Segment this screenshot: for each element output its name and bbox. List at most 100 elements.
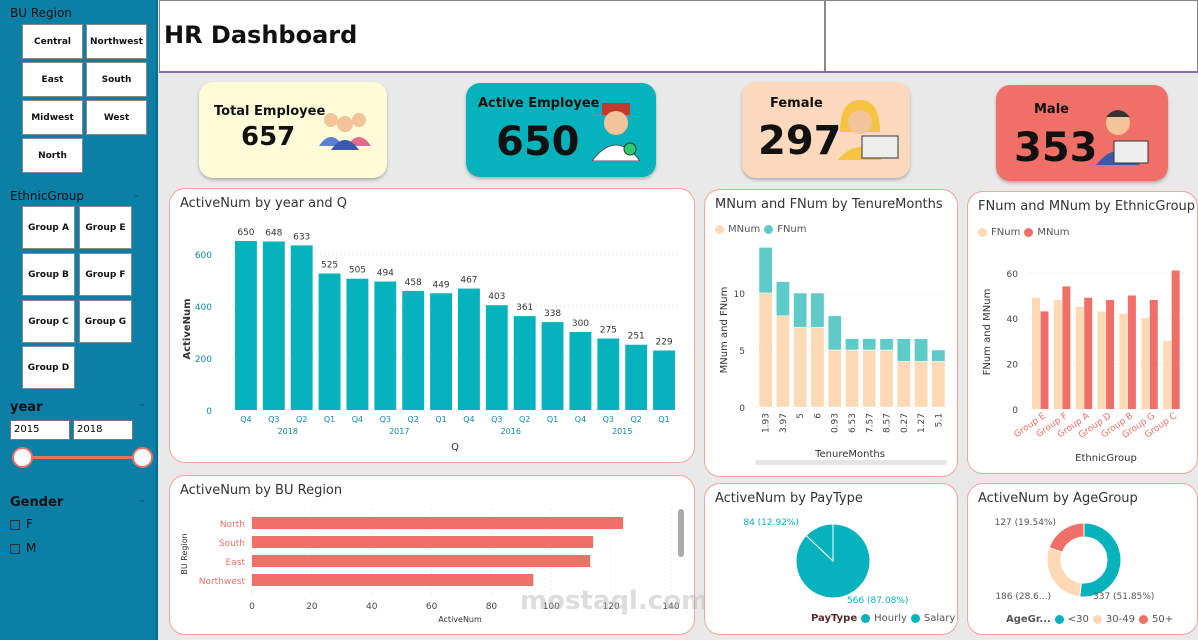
horizontal-scrollbar[interactable] [755, 460, 947, 465]
vertical-scrollbar[interactable] [678, 509, 684, 557]
ethnic-group-a-button[interactable]: Group A [22, 206, 75, 249]
x-tick-label: 0 [249, 602, 255, 612]
data-label: 300 [572, 319, 589, 329]
y-tick-label: East [226, 558, 246, 568]
kpi-total-employee: Total Employee 657 [199, 82, 387, 178]
ethnic-group-f-button[interactable]: Group F [79, 253, 132, 296]
bar [625, 344, 648, 410]
y-tick-label: South [219, 539, 245, 549]
bar-mnum [776, 315, 790, 408]
chevron-down-icon[interactable]: ⌄ [138, 398, 147, 409]
x-tick-label: Q3 [491, 415, 502, 424]
x-tick-label: Q3 [603, 415, 614, 424]
year-to-input[interactable]: 2018 [73, 420, 133, 440]
agegroup-chart-card: ActiveNum by AgeGroup 337 (51.85%) 186 (2… [967, 483, 1198, 635]
x-tick-label: 60 [426, 602, 438, 612]
bar [597, 338, 620, 410]
data-label: 566 (87.08%) [847, 596, 908, 606]
chevron-down-icon[interactable]: ⌄ [132, 189, 141, 200]
page-title: HR Dashboard [164, 21, 358, 49]
legend-mnum: MNum [1037, 227, 1070, 238]
bu-north-button[interactable]: North [22, 138, 83, 173]
bar [485, 305, 508, 410]
gender-m-checkbox[interactable]: M [10, 541, 36, 555]
header-right-panel [825, 0, 1198, 72]
bu-region-label: BU Region [10, 6, 72, 20]
bar [402, 290, 425, 410]
x-tick-label: 6.53 [848, 413, 858, 433]
bar-mnum [1149, 300, 1158, 409]
data-label: 127 (19.54%) [995, 518, 1056, 528]
data-label: 633 [293, 232, 310, 242]
bu-south-button[interactable]: South [86, 62, 147, 97]
legend-30-49: 30-49 [1105, 614, 1135, 625]
x-tick-label: 7.57 [865, 413, 875, 433]
slice-50+ [1048, 522, 1085, 553]
group-label: 2018 [278, 427, 298, 436]
bu-northwest-button[interactable]: Northwest [86, 24, 147, 59]
bar-mnum [914, 361, 928, 408]
bar [541, 322, 564, 410]
bar-fnum [776, 281, 790, 317]
bar-fnum [931, 349, 946, 362]
paytype-chart-card: ActiveNum by PayType 84 (12.92%) 566 (87.… [704, 483, 958, 635]
bu-region-chart: 0 20 40 60 80 100 120 140 North South East Northwes… [180, 509, 680, 624]
x-tick-label: 6 [813, 413, 823, 419]
kpi-active-employee: Active Employee 650 [466, 83, 656, 177]
y-tick-label: 0 [1012, 406, 1018, 416]
ethnic-group-d-button[interactable]: Group D [22, 346, 75, 389]
x-tick-label: 0.27 [900, 413, 910, 433]
ethnic-group-e-button[interactable]: Group E [79, 206, 132, 249]
paytype-chart: 84 (12.92%) 566 (87.08%) [743, 518, 908, 606]
ethnic-group-b-button[interactable]: Group B [22, 253, 75, 296]
x-tick-label: Q4 [240, 415, 251, 424]
chart-legend: PayType Hourly Salary [811, 613, 955, 624]
bar [235, 241, 257, 410]
legend-mnum: MNum [728, 224, 761, 235]
doctor-icon [591, 103, 641, 161]
legend-under30: <30 [1067, 614, 1089, 625]
kpi-female: Female 297 [742, 82, 910, 178]
ethnic-group-g-button[interactable]: Group G [79, 300, 132, 343]
data-label: 449 [432, 280, 449, 290]
year-slider-track[interactable] [22, 456, 142, 459]
ethnic-group-c-button[interactable]: Group C [22, 300, 75, 343]
chart-title: ActiveNum by AgeGroup [978, 491, 1138, 506]
y-axis-title: ActiveNum [182, 298, 193, 359]
legend-50plus: 50+ [1151, 614, 1174, 625]
year-from-input[interactable]: 2015 [10, 420, 70, 440]
y-tick-label: 20 [1007, 361, 1019, 371]
bar [252, 517, 624, 529]
kpi-label: Total Employee [214, 104, 326, 119]
legend-salary: Salary [923, 613, 956, 624]
data-label: 338 [544, 309, 561, 319]
bar-mnum [845, 349, 859, 408]
checkbox-icon[interactable] [10, 543, 20, 554]
bu-central-button[interactable]: Central [22, 24, 83, 59]
kpi-value: 650 [496, 119, 580, 165]
bu-west-button[interactable]: West [86, 100, 147, 135]
year-slider-start-handle[interactable] [12, 447, 33, 468]
group-label: 2016 [501, 427, 521, 436]
bu-region-chart-card: ActiveNum by BU Region 0 20 40 60 80 100 120 14… [169, 475, 708, 635]
chart-legend: MNum FNum [715, 224, 807, 235]
checkbox-icon[interactable] [10, 519, 20, 530]
data-label: 525 [321, 261, 338, 271]
y-tick-label: 400 [195, 303, 212, 313]
gender-f-checkbox[interactable]: F [10, 517, 33, 531]
bar [346, 278, 369, 410]
bar [252, 574, 534, 586]
bu-midwest-button[interactable]: Midwest [22, 100, 83, 135]
data-label: 458 [405, 278, 422, 288]
legend-title: PayType [811, 613, 858, 624]
x-tick-label: 3.97 [779, 413, 789, 433]
x-axis-title: TenureMonths [814, 449, 885, 460]
team-icon [319, 113, 371, 150]
slice-<30 [1079, 522, 1122, 598]
chevron-down-icon[interactable]: ⌄ [138, 494, 147, 505]
legend-fnum: FNum [777, 224, 807, 235]
x-axis-title: ActiveNum [438, 615, 482, 624]
bu-east-button[interactable]: East [22, 62, 83, 97]
year-slider-end-handle[interactable] [132, 447, 153, 468]
y-axis-title: FNum and MNum [982, 289, 993, 376]
